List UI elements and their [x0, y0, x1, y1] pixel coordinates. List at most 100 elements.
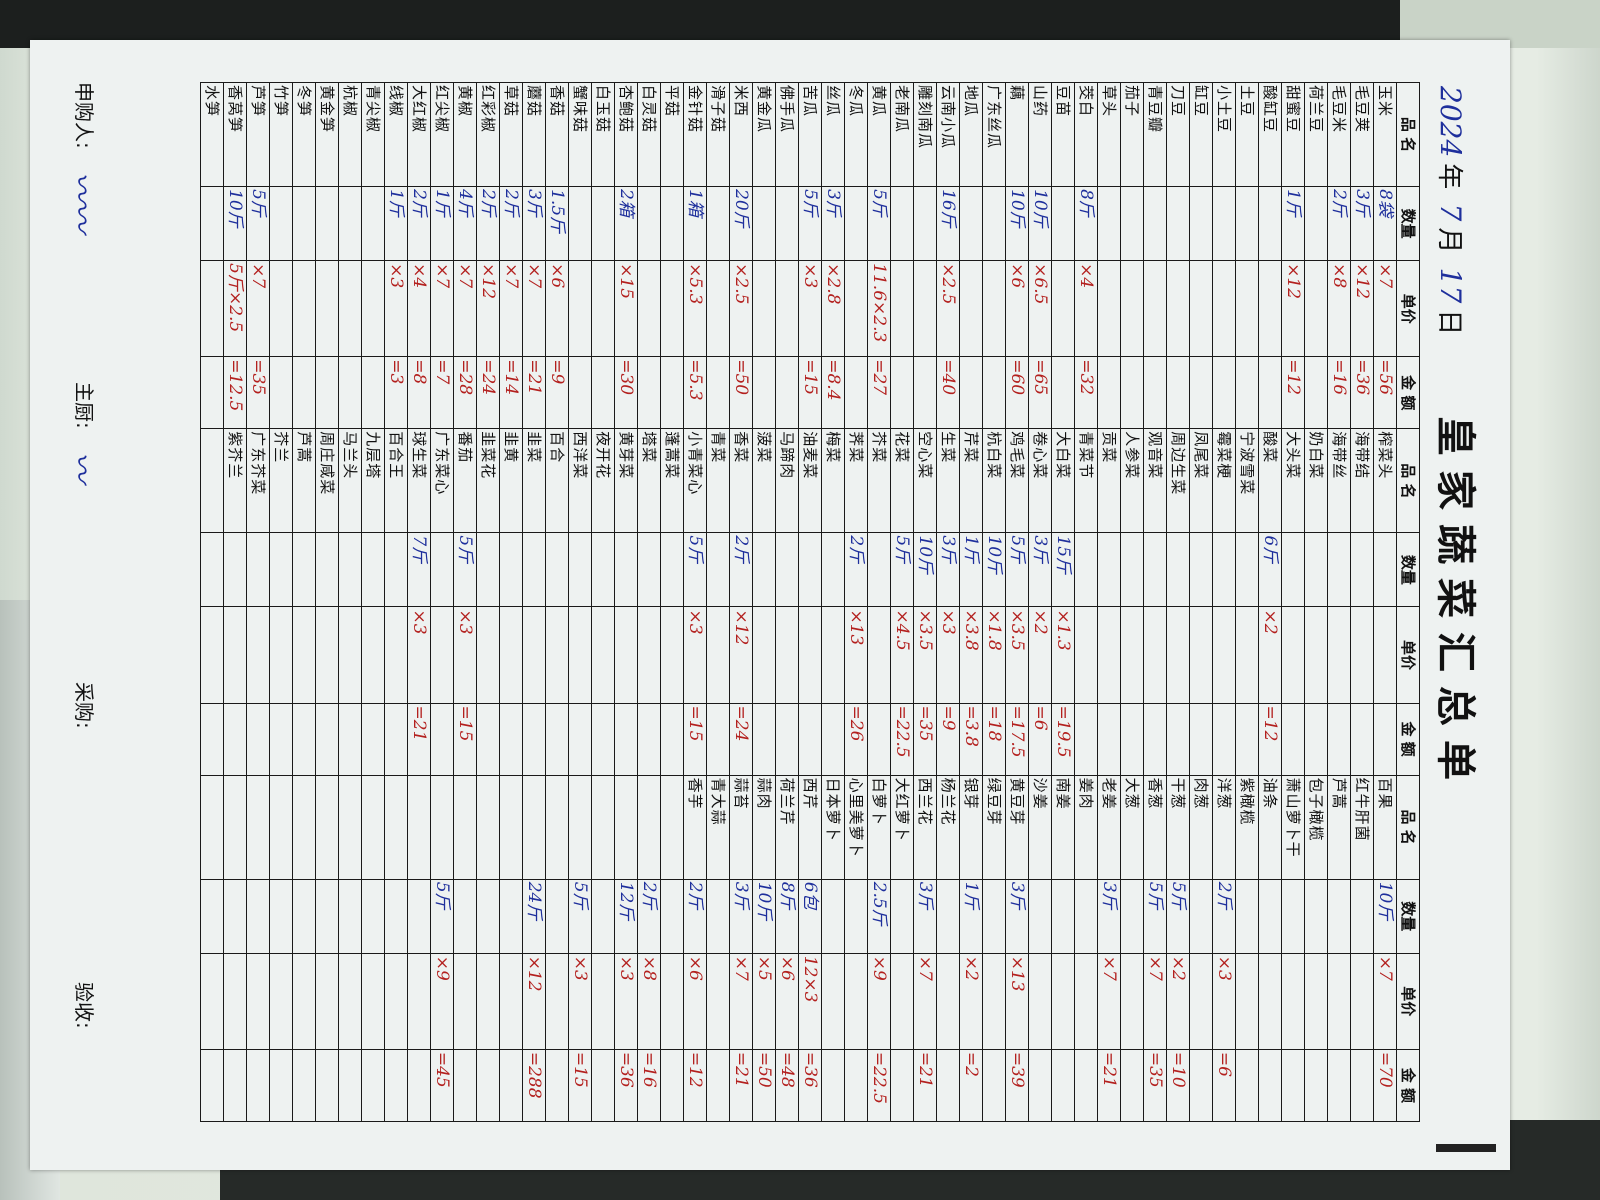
table-row: 草菇 2斤 ×7 =14 韭黄	[499, 82, 523, 1122]
item-quantity	[200, 186, 224, 261]
item-name: 大头菜	[1281, 428, 1305, 533]
item-unit-price: ×15	[614, 260, 638, 357]
item-name: 蟹味菇	[568, 82, 592, 187]
item-unit-price: ×6.5	[1028, 260, 1052, 357]
item-amount: =12	[683, 1049, 707, 1122]
item-amount: =9	[936, 703, 960, 776]
date-month: 7	[1434, 203, 1467, 222]
item-name: 香菇	[545, 82, 569, 187]
item-quantity	[1258, 879, 1282, 954]
item-unit-price	[1051, 953, 1075, 1050]
item-unit-price	[269, 260, 293, 357]
item-name: 佛手瓜	[775, 82, 799, 187]
item-quantity	[476, 879, 500, 954]
item-name: 红彩椒	[476, 82, 500, 187]
item-quantity	[637, 186, 661, 261]
item-unit-price: ×3	[798, 260, 822, 357]
item-quantity	[982, 879, 1006, 954]
item-amount	[499, 703, 523, 776]
item-unit-price	[1327, 953, 1351, 1050]
date-year: 2024	[1434, 86, 1467, 158]
item-name: 榨菜头	[1373, 428, 1397, 533]
item-name: 老南瓜	[890, 82, 914, 187]
item-amount	[499, 1049, 523, 1122]
item-quantity	[706, 879, 730, 954]
item-quantity	[499, 879, 523, 954]
item-amount	[246, 703, 270, 776]
item-name: 海带丝	[1327, 428, 1351, 533]
item-amount	[315, 703, 339, 776]
purchaser-label: 采购:	[72, 682, 96, 729]
item-name: 银芽	[959, 775, 983, 880]
item-name: 小青菜心	[683, 428, 707, 533]
item-amount: =5.3	[683, 356, 707, 429]
item-quantity: 3斤	[1097, 879, 1121, 954]
item-amount	[637, 356, 661, 429]
item-quantity	[292, 532, 316, 607]
item-amount	[1097, 703, 1121, 776]
item-unit-price	[1189, 953, 1213, 1050]
item-amount	[522, 703, 546, 776]
item-name: 空心菜	[913, 428, 937, 533]
item-amount	[1212, 356, 1236, 429]
item-amount: =45	[430, 1049, 454, 1122]
item-quantity	[890, 879, 914, 954]
item-quantity	[1120, 879, 1144, 954]
item-unit-price	[1212, 260, 1236, 357]
column-header: 数量	[1396, 186, 1420, 261]
item-name: 青菜节	[1074, 428, 1098, 533]
item-amount	[1235, 356, 1259, 429]
table-row: 广东丝瓜 杭白菜 10斤 ×1.8 =18 绿豆芽	[982, 82, 1006, 1122]
item-amount: =24	[476, 356, 500, 429]
item-quantity	[269, 186, 293, 261]
item-unit-price: ×12	[1281, 260, 1305, 357]
item-name: 地瓜	[959, 82, 983, 187]
item-amount	[200, 703, 224, 776]
item-unit-price: ×7	[1373, 260, 1397, 357]
item-unit-price: ×2	[1258, 606, 1282, 704]
item-name: 南姜	[1051, 775, 1075, 880]
item-unit-price	[844, 953, 868, 1050]
item-name	[545, 775, 569, 880]
item-unit-price	[959, 260, 983, 357]
item-unit-price	[982, 953, 1006, 1050]
item-name: 丝瓜	[821, 82, 845, 187]
item-name: 球生菜	[407, 428, 431, 533]
item-amount	[315, 356, 339, 429]
item-name: 青尖椒	[361, 82, 385, 187]
item-unit-price	[200, 260, 224, 357]
item-amount	[1189, 703, 1213, 776]
item-unit-price	[1097, 260, 1121, 357]
item-unit-price: ×7	[913, 953, 937, 1050]
item-unit-price	[407, 953, 431, 1050]
sheet-date: 2024 年 7 月 17 日	[1433, 80, 1470, 335]
item-name: 荠菜	[844, 428, 868, 533]
item-quantity: 2斤	[1212, 879, 1236, 954]
item-unit-price	[1189, 606, 1213, 704]
item-name: 玉米	[1373, 82, 1397, 187]
item-name	[338, 775, 362, 880]
item-amount: =19.5	[1051, 703, 1075, 776]
item-quantity	[1350, 879, 1374, 954]
item-unit-price	[775, 260, 799, 357]
item-unit-price	[384, 606, 408, 704]
item-quantity	[407, 879, 431, 954]
item-quantity	[1189, 532, 1213, 607]
item-unit-price: ×6	[775, 953, 799, 1050]
item-amount	[1074, 703, 1098, 776]
item-amount	[476, 703, 500, 776]
item-quantity: 15斤	[1051, 532, 1075, 607]
item-name: 蒜肉	[752, 775, 776, 880]
item-amount	[1350, 1049, 1374, 1122]
item-unit-price	[1120, 606, 1144, 704]
table-row: 青豆瓣 观音菜 香葱 5斤 ×7 =35	[1143, 82, 1167, 1122]
item-name	[223, 775, 247, 880]
item-amount	[1258, 1049, 1282, 1122]
item-name: 芦蒿	[1327, 775, 1351, 880]
item-quantity: 2.5斤	[867, 879, 891, 954]
requester-signature: 〰〰	[63, 172, 98, 232]
item-name: 韭黄	[499, 428, 523, 533]
item-unit-price	[890, 260, 914, 357]
item-unit-price	[1258, 953, 1282, 1050]
item-unit-price	[660, 260, 684, 357]
